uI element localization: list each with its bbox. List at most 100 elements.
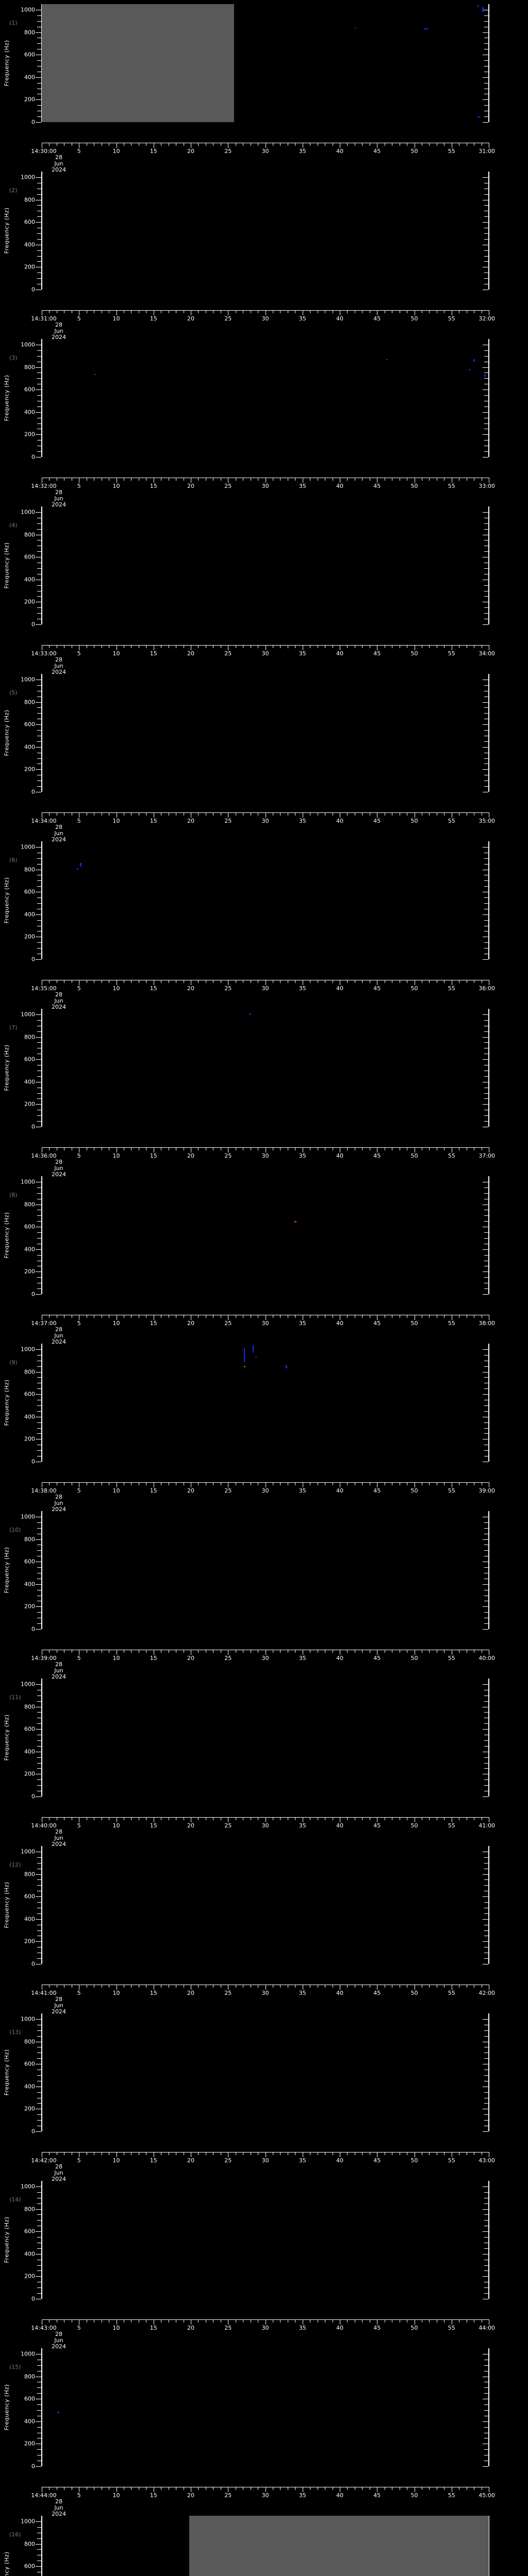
plot-area[interactable]	[36, 4, 489, 123]
x-axis-start-label: 14:43:00	[31, 2325, 57, 2331]
y-axis-tick	[37, 1902, 41, 1903]
plot-area[interactable]	[36, 1009, 489, 1127]
x-axis-tick	[49, 143, 50, 146]
y-axis-tick	[36, 412, 41, 413]
plot-area[interactable]	[36, 1176, 489, 1295]
date-stamp-line: 2024	[52, 836, 66, 843]
plot-area[interactable]	[36, 674, 489, 792]
x-tick-label: 5	[77, 985, 81, 992]
y-axis-tick	[37, 1076, 41, 1077]
x-axis-tick	[429, 1817, 430, 1820]
plot-area[interactable]	[36, 1679, 489, 1797]
y-axis-tick	[37, 942, 41, 943]
y-axis-tick	[36, 1729, 41, 1730]
y-axis-tick	[37, 529, 41, 530]
y-tick-label: 800	[24, 866, 35, 873]
x-axis-tick	[49, 2487, 50, 2490]
y-axis-tick-right	[484, 786, 488, 787]
x-axis-tick	[49, 310, 50, 313]
y-axis-tick-right	[484, 1115, 488, 1116]
plot-area[interactable]	[36, 1511, 489, 1630]
x-tick-label-group: 14:41:00 5 10 15 20 25 30 35 40 45 50 55 42:00	[0, 1990, 528, 1997]
y-axis-tick	[37, 250, 41, 251]
y-tick-label: 1000	[21, 1346, 35, 1353]
x-tick-label: 20	[187, 483, 194, 489]
trace-mark	[285, 1365, 287, 1368]
y-axis-tick-right	[483, 1874, 488, 1875]
y-tick-label-group: 1000 800 600 400 200 0	[0, 1511, 40, 1632]
x-axis-tick	[49, 1650, 50, 1653]
x-tick-label: 50	[410, 1153, 418, 1159]
plot-area[interactable]	[36, 506, 489, 625]
y-axis-tick-right	[484, 613, 488, 614]
date-stamp-line: 2024	[52, 2511, 66, 2517]
y-axis-tick	[37, 1612, 41, 1613]
plot-area[interactable]	[36, 339, 489, 457]
y-axis-tick-right	[484, 355, 488, 357]
y-tick-label: 0	[31, 788, 35, 795]
x-tick-label: 5	[77, 650, 81, 657]
y-tick-label: 200	[24, 1938, 35, 1945]
y-axis-tick	[37, 1433, 41, 1434]
x-tick-label: 35	[299, 1822, 306, 1829]
y-tick-label: 600	[24, 721, 35, 728]
x-axis-start-label: 14:35:00	[31, 985, 57, 992]
x-tick-label: 25	[224, 985, 232, 992]
date-stamp-line: 2024	[52, 1673, 66, 1680]
y-axis-tick	[37, 2103, 41, 2104]
x-axis-tick	[347, 1482, 348, 1485]
y-axis-tick-right	[484, 1913, 488, 1914]
panel-number: (14)	[9, 2196, 21, 2203]
plot-area[interactable]	[36, 172, 489, 290]
plot-area[interactable]	[36, 2013, 489, 2132]
y-axis-tick	[36, 177, 41, 178]
y-axis-tick	[36, 32, 41, 33]
y-axis-tick-right	[483, 1349, 488, 1350]
plot-area[interactable]	[36, 1846, 489, 1964]
y-axis-tick	[37, 2410, 41, 2411]
x-tick-label: 5	[77, 1655, 81, 1662]
y-axis-tick-right	[483, 177, 488, 178]
plot-area[interactable]	[36, 2181, 489, 2299]
date-stamp-line: Jun	[54, 2170, 63, 2176]
x-tick-label: 55	[448, 1487, 455, 1494]
y-axis-tick	[37, 1042, 41, 1043]
date-stamp-line: 28	[55, 1661, 62, 1668]
y-axis-tick-right	[484, 350, 488, 351]
x-axis-tick	[347, 2319, 348, 2323]
plot-area[interactable]	[36, 2348, 489, 2467]
y-axis-tick	[37, 2092, 41, 2093]
y-axis-tick	[37, 1121, 41, 1122]
y-axis-tick-right	[484, 1098, 488, 1099]
y-axis-tick	[36, 769, 41, 770]
x-tick-label-group: 14:31:00 5 10 15 20 25 30 35 40 45 50 55 32:00	[0, 316, 528, 323]
y-axis-tick-right	[484, 1522, 488, 1523]
x-axis-tick	[347, 812, 348, 816]
y-axis-tick	[37, 395, 41, 396]
date-stamp-line: 2024	[52, 2176, 66, 2182]
y-axis-tick-right	[484, 1232, 488, 1233]
y-axis-tick-right	[483, 1684, 488, 1685]
spectrogram-panel: Frequency (Hz) (12) 1000 800 600 400 200 0 14:41…	[0, 1842, 528, 2015]
right-axis-spine	[488, 2348, 489, 2466]
plot-area[interactable]	[36, 841, 489, 960]
y-tick-label: 600	[24, 2563, 35, 2570]
y-tick-label: 200	[24, 1435, 35, 1443]
panel-number: (12)	[9, 1861, 21, 1868]
y-axis-tick-right	[484, 105, 488, 106]
y-axis-tick-right	[484, 1723, 488, 1724]
plot-area[interactable]	[36, 2516, 489, 2576]
x-tick-label: 40	[336, 315, 343, 322]
plot-area[interactable]	[36, 1344, 489, 1462]
x-axis-line	[42, 310, 489, 315]
x-axis-start-label: 14:39:00	[31, 1655, 57, 1662]
right-axis-spine	[488, 674, 489, 792]
x-axis-end-label: 44:00	[478, 2325, 496, 2331]
y-axis-tick-right	[483, 1896, 488, 1897]
y-tick-label: 600	[24, 2228, 35, 2235]
y-tick-label: 400	[24, 576, 35, 583]
x-tick-label: 30	[261, 2492, 269, 2499]
y-tick-label-group: 1000 800 600 400 200 0	[0, 2013, 40, 2134]
x-tick-label: 45	[373, 1320, 381, 1327]
x-tick-label-group: 14:44:00 5 10 15 20 25 30 35 40 45 50 55 45:00	[0, 2493, 528, 2500]
